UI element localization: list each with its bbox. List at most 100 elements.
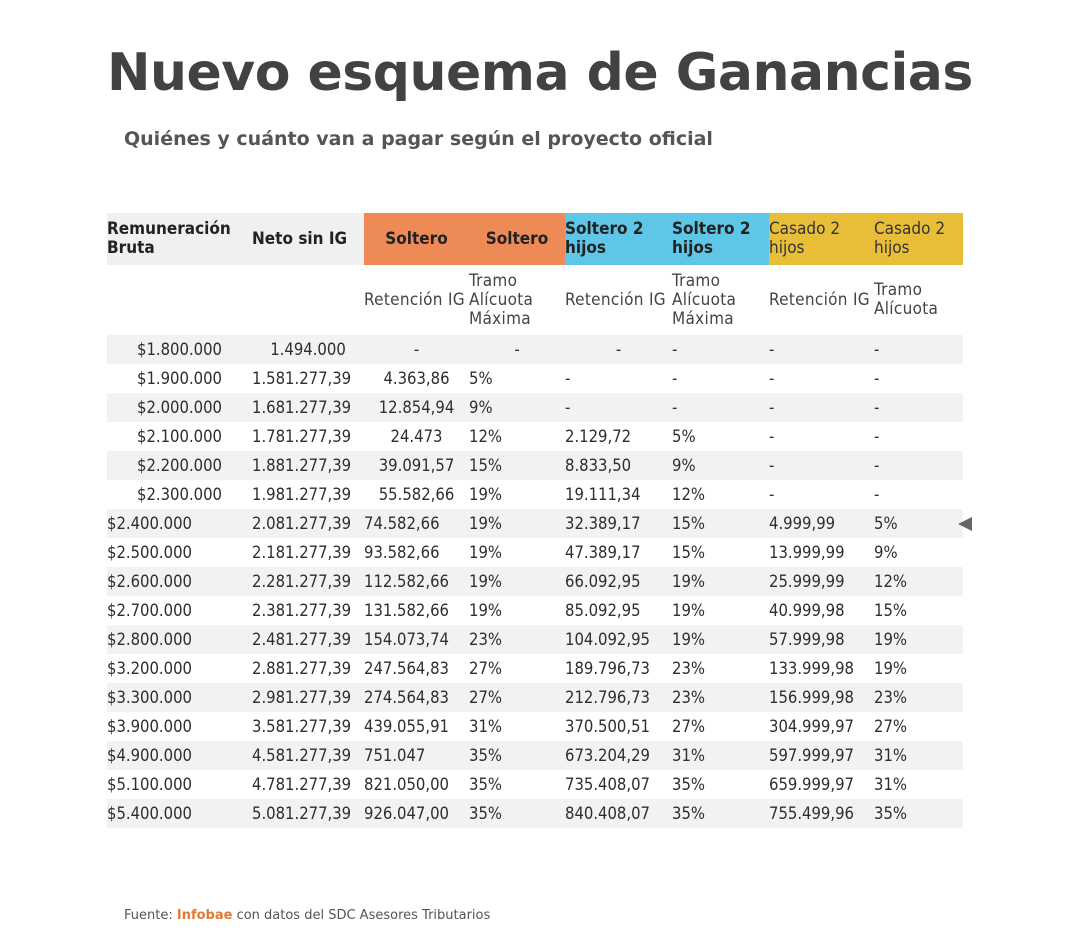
table-cell: 4.363,86: [383, 369, 450, 388]
table-cell: 24.473: [390, 427, 443, 446]
page-subtitle: Quiénes y cuánto van a pagar según el pr…: [124, 128, 713, 150]
table-cell: $4.900.000: [107, 741, 252, 770]
table-cell: 15%: [469, 451, 565, 480]
table-cell: 5%: [469, 369, 493, 388]
table-cell: $2.800.000: [107, 625, 252, 654]
table-cell: -: [364, 335, 469, 364]
table-cell: -: [874, 427, 880, 446]
table-row: $5.400.000 5.081.277,39 926.047,00 35% 840.4…: [107, 799, 963, 828]
table-cell: 57.999,98: [769, 625, 874, 654]
table-cell: 2.129,72: [565, 427, 632, 446]
header-soltero-2-hijos: Soltero 2 hijos: [565, 213, 672, 265]
table-cell: 9%: [469, 393, 565, 422]
subheader-retencion-ig: Retención IG: [769, 289, 870, 310]
table-cell: 2.881.277,39: [252, 659, 352, 678]
table-cell: 23%: [672, 683, 769, 712]
table-cell: -: [565, 393, 672, 422]
table-cell: 66.092,95: [565, 567, 672, 596]
table-row: $2.500.000 2.181.277,39 93.582,66 19% 47.389…: [107, 538, 963, 567]
table-cell: $2.100.000: [137, 427, 222, 446]
table-cell: 2.081.277,39: [252, 509, 364, 538]
ganancias-table: Remuneración Bruta Neto sin IG Soltero S…: [107, 213, 963, 828]
table-cell: 274.564,83: [364, 683, 469, 712]
table-cell: 35%: [672, 799, 769, 828]
table-row: $2.200.000 1.881.277,39 39.091,57 15% 8.833,…: [107, 451, 963, 480]
table-row: $2.400.000 2.081.277,39 74.582,66 19% 32.389…: [107, 509, 963, 538]
table-cell: 840.408,07: [565, 799, 672, 828]
table-cell: 19%: [469, 509, 565, 538]
table-cell: -: [874, 393, 963, 422]
subheader-empty: [107, 265, 252, 335]
table-cell: 25.999,99: [769, 567, 874, 596]
table-cell: 2.481.277,39: [252, 625, 364, 654]
table-cell: 31%: [672, 741, 769, 770]
table-row: $1.800.000 1.494.000- - - - - -: [107, 335, 963, 364]
table-cell: 85.092,95: [565, 601, 641, 620]
table-cell: 4.781.277,39: [252, 775, 352, 794]
table-cell: 27%: [469, 683, 565, 712]
table-cell: 370.500,51: [565, 717, 650, 736]
table-cell: -: [769, 369, 775, 388]
subheader-empty: [252, 265, 364, 335]
table-cell: 5.081.277,39: [252, 799, 364, 828]
table-cell: $5.100.000: [107, 775, 192, 794]
table-cell: 27%: [469, 659, 502, 678]
table-cell: 131.582,66: [364, 601, 449, 620]
table-row: $5.100.000 4.781.277,39 821.050,00 35% 735.4…: [107, 770, 963, 799]
table-cell: -: [769, 485, 775, 504]
table-row: $3.200.000 2.881.277,39 247.564,83 27% 189.7…: [107, 654, 963, 683]
table-cell: 13.999,99: [769, 543, 845, 562]
table-cell: 35%: [874, 799, 963, 828]
table-cell: 112.582,66: [364, 567, 469, 596]
table-cell: -: [874, 485, 880, 504]
table-row: $2.300.000 1.981.277,39 55.582,66 19% 19.111…: [107, 480, 963, 509]
table-row: $3.300.000 2.981.277,39 274.564,83 27% 212.7…: [107, 683, 963, 712]
table-cell: 31%: [874, 741, 963, 770]
table-cell: 93.582,66: [364, 543, 440, 562]
table-body: $1.800.000 1.494.000- - - - - - $1.900.000 1.581…: [107, 335, 963, 828]
table-cell: 1.681.277,39: [252, 393, 364, 422]
table-cell: -: [565, 335, 672, 364]
table-cell: 35%: [469, 799, 565, 828]
table-cell: -: [672, 393, 769, 422]
table-cell: 19%: [672, 567, 769, 596]
table-cell: 156.999,98: [769, 683, 874, 712]
table-cell: -: [469, 335, 565, 364]
table-row: $2.700.000 2.381.277,39 131.582,66 19% 85.09…: [107, 596, 963, 625]
table-cell: -: [769, 451, 874, 480]
table-cell: -: [874, 335, 963, 364]
table-cell: $2.300.000: [137, 485, 222, 504]
table-cell: 19%: [672, 601, 705, 620]
table-cell: 31%: [874, 775, 907, 794]
table-cell: 15%: [672, 509, 769, 538]
table-subheader-row: Retención IG Tramo Alícuota Máxima Reten…: [107, 265, 963, 335]
table-cell: 5%: [874, 509, 963, 538]
table-row: $4.900.000 4.581.277,39 751.047 35% 673.204,…: [107, 741, 963, 770]
row-pointer-icon: [958, 517, 972, 531]
table-cell: 35%: [469, 775, 502, 794]
table-cell: -: [672, 369, 678, 388]
table-cell: 9%: [874, 543, 898, 562]
source-prefix: Fuente:: [124, 908, 177, 923]
table-cell: 659.999,97: [769, 775, 854, 794]
table-cell: -: [672, 335, 769, 364]
table-row: $2.600.000 2.281.277,39 112.582,66 19% 66.09…: [107, 567, 963, 596]
table-cell: 55.582,66: [378, 485, 455, 504]
table-cell: 673.204,29: [565, 741, 672, 770]
table-cell: 39.091,57: [364, 451, 469, 480]
table-cell: 2.381.277,39: [252, 601, 352, 620]
header-soltero: Soltero: [364, 213, 469, 265]
table-cell: $1.800.000: [107, 335, 252, 364]
table-cell: -: [565, 369, 571, 388]
table-cell: -: [874, 369, 880, 388]
table-cell: $5.400.000: [107, 799, 252, 828]
table-cell: 4.581.277,39: [252, 741, 364, 770]
table-cell: 439.055,91: [364, 717, 449, 736]
table-cell: $2.200.000: [107, 451, 252, 480]
table-cell: $1.900.000: [137, 369, 222, 388]
source-brand: Infobae: [176, 908, 233, 923]
table-cell: 23%: [874, 683, 963, 712]
table-cell: 15%: [672, 543, 705, 562]
table-cell: 40.999,98: [769, 601, 845, 620]
table-cell: 9%: [672, 451, 769, 480]
